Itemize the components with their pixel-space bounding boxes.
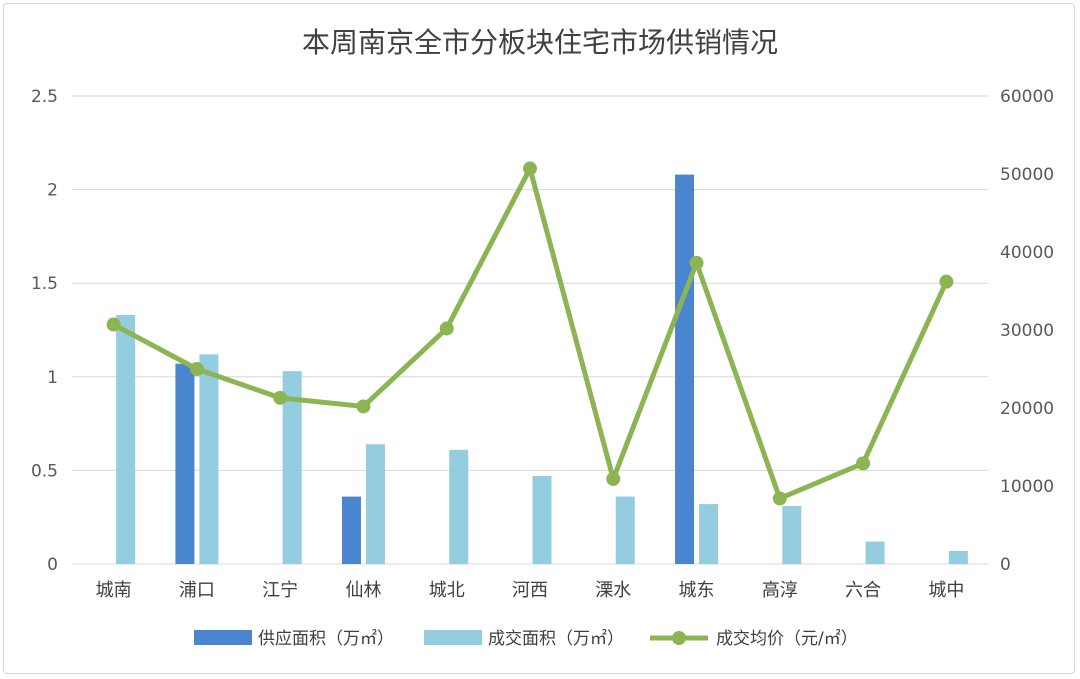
price-point-1 [189, 362, 204, 376]
category-labels: 城南 浦口 江宁 仙林 城北 河西 溧水 城东 高淳 六合 城中 [96, 580, 965, 601]
legend-swatch-0 [194, 630, 252, 645]
category-label: 江宁 [262, 580, 298, 601]
bar-transaction-9 [865, 541, 885, 564]
bar-transaction-2 [282, 371, 302, 564]
category-label: 河西 [512, 580, 548, 601]
bar-transaction-8 [782, 505, 802, 564]
right-axis-tick-label: 60000 [1000, 87, 1054, 107]
bar-series [116, 174, 968, 564]
legend: 供应面积（万㎡） 成交面积（万㎡） 成交均价（元/㎡） [194, 629, 858, 649]
category-label: 城东 [679, 580, 715, 601]
right-axis-tick-label: 10000 [1000, 477, 1054, 497]
bar-transaction-10 [948, 550, 968, 564]
right-axis-tick-label: 40000 [1000, 243, 1054, 263]
legend-marker-2 [672, 631, 686, 645]
category-label: 城南 [96, 580, 132, 601]
category-label: 溧水 [595, 580, 631, 601]
legend-label-1: 成交面积（万㎡） [488, 629, 624, 649]
price-point-6 [606, 471, 621, 486]
right-axis-tick-label: 20000 [1000, 399, 1054, 419]
bar-transaction-6 [615, 496, 635, 564]
left-axis-tick-label: 1.5 [31, 274, 58, 294]
bar-transaction-4 [449, 449, 469, 564]
price-point-7 [689, 255, 704, 270]
price-point-3 [356, 399, 371, 414]
left-axis-ticks: 0 0.5 1 1.5 2 2.5 [31, 87, 58, 575]
category-label: 城中 [928, 580, 964, 601]
price-point-8 [772, 491, 787, 506]
price-point-2 [273, 390, 288, 405]
category-label: 六合 [845, 580, 881, 601]
category-label: 仙林 [345, 580, 381, 601]
right-axis-tick-label: 30000 [1000, 321, 1054, 341]
price-point-4 [439, 321, 454, 336]
left-axis-tick-label: 0 [47, 555, 58, 575]
legend-swatch-1 [424, 630, 482, 645]
bar-supply-1 [175, 363, 195, 564]
price-point-5 [523, 161, 537, 176]
bar-transaction-5 [532, 476, 552, 564]
price-line [112, 166, 949, 501]
right-axis-ticks: 0 10000 20000 30000 40000 50000 60000 [1000, 87, 1054, 575]
right-axis-tick-label: 50000 [1000, 165, 1054, 185]
bar-transaction-3 [365, 444, 385, 564]
left-axis-tick-label: 0.5 [31, 461, 58, 481]
chart-title: 本周南京全市分板块住宅市场供销情况 [302, 26, 778, 59]
bar-transaction-7 [699, 504, 719, 564]
right-axis-tick-label: 0 [1000, 555, 1011, 575]
line-series [106, 161, 954, 506]
bar-transaction-1 [199, 354, 219, 564]
category-label: 城北 [429, 580, 465, 601]
left-axis-tick-label: 2 [47, 181, 58, 201]
legend-label-2: 成交均价（元/㎡） [716, 629, 858, 649]
price-point-9 [856, 456, 871, 471]
left-axis-tick-label: 1 [47, 368, 58, 388]
bar-supply-7 [675, 174, 695, 564]
category-label: 浦口 [179, 580, 215, 601]
left-axis-tick-label: 2.5 [31, 87, 58, 107]
legend-label-0: 供应面积（万㎡） [258, 629, 394, 649]
price-point-10 [939, 274, 954, 289]
bar-transaction-0 [116, 315, 136, 564]
bar-supply-3 [341, 496, 361, 564]
price-point-0 [106, 317, 121, 332]
category-label: 高淳 [762, 580, 798, 601]
